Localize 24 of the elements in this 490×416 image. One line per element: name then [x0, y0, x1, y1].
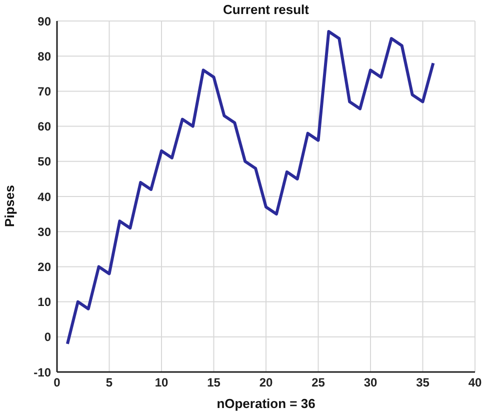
y-tick-label: 50 — [38, 154, 52, 169]
y-tick-label: 10 — [38, 295, 52, 310]
y-tick-label: 30 — [38, 224, 52, 239]
x-tick-label: 15 — [207, 376, 221, 390]
y-tick-label: 20 — [38, 260, 52, 274]
y-tick-label: 80 — [38, 49, 52, 64]
y-tick-label: -10 — [34, 365, 52, 380]
x-tick-label: 5 — [106, 376, 113, 390]
chart-title: Current result — [222, 2, 310, 17]
x-tick-label: 10 — [154, 376, 168, 390]
x-axis-title: nOperation = 36 — [216, 396, 316, 411]
x-tick-label: 35 — [416, 376, 430, 390]
y-tick-label: 60 — [38, 120, 52, 134]
y-tick-label: 0 — [44, 330, 52, 344]
x-tick-label: 30 — [364, 376, 378, 390]
line-series — [66, 30, 435, 346]
y-axis-title: Pipses — [2, 184, 18, 229]
x-tick-label: 40 — [468, 376, 482, 390]
y-tick-label: 40 — [38, 190, 52, 204]
x-tick-label: 0 — [54, 376, 61, 390]
y-tick-label: 90 — [38, 14, 52, 28]
x-tick-label: 20 — [259, 376, 273, 390]
y-tick-label: 70 — [38, 84, 52, 98]
x-tick-label: 25 — [312, 376, 326, 390]
